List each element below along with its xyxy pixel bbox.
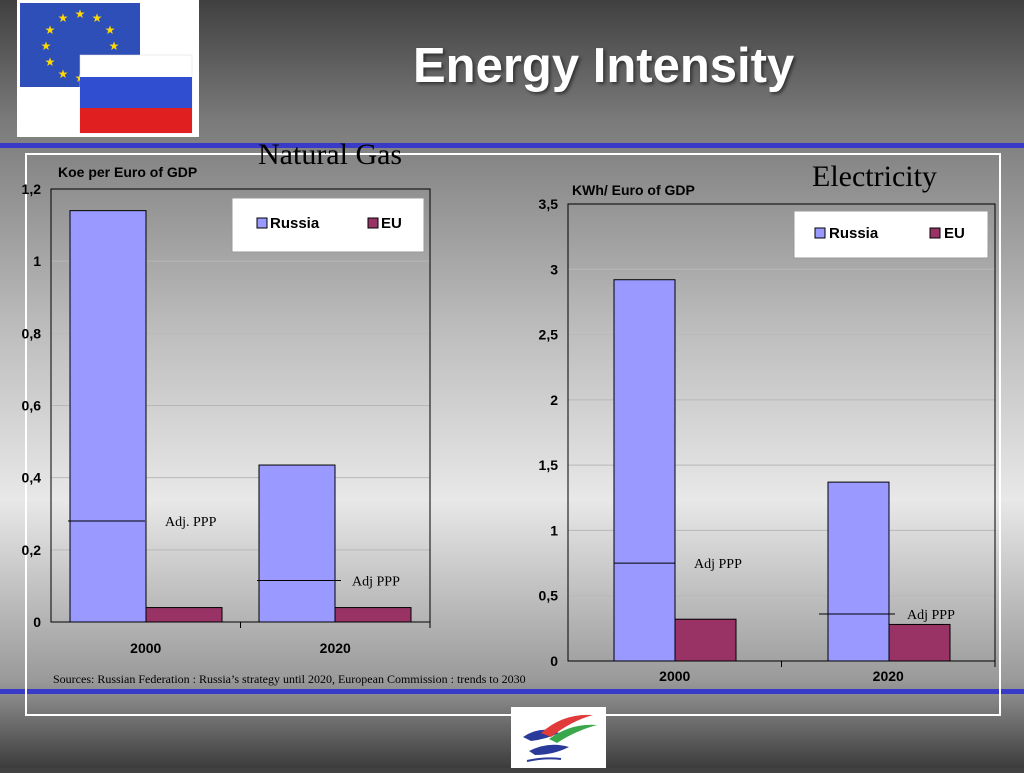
electricity-bar-eu-2020 (888, 623, 951, 662)
svg-text:★: ★ (45, 55, 56, 69)
gas-bar-russia-2000 (69, 210, 147, 623)
gas-y-tick-label: 0,6 (22, 398, 42, 414)
gas-bar-russia-2020 (258, 464, 336, 623)
gas-y-tick-label: 0 (33, 614, 41, 630)
gas-y-tick-label: 0,4 (22, 470, 42, 486)
electricity-legend (793, 210, 989, 259)
gas-x-tick-label: 2000 (130, 640, 161, 656)
electricity-y-tick-label: 0,5 (539, 588, 559, 604)
gas-bar-eu-2020 (334, 607, 412, 623)
gas-legend-label-russia: Russia (270, 215, 320, 232)
svg-text:★: ★ (75, 7, 86, 21)
electricity-y-tick-label: 2,5 (539, 327, 559, 343)
electricity-legend-label-eu: EU (944, 225, 965, 242)
electricity-y-tick-label: 3 (550, 261, 558, 277)
gas-y-tick-label: 1,2 (22, 181, 42, 197)
electricity-legend-label-russia: Russia (829, 225, 879, 242)
svg-text:★: ★ (105, 23, 116, 37)
electricity-x-tick-label: 2020 (873, 668, 904, 684)
electricity-y-tick-label: 2 (550, 392, 558, 408)
electricity-bar-russia-2020 (827, 481, 890, 662)
electricity-adj-ppp-label: Adj PPP (694, 557, 742, 572)
gas-y-tick-label: 0,8 (22, 325, 42, 341)
sources-note: Sources: Russian Federation : Russia’s s… (53, 672, 526, 686)
gas-chart-title: Natural Gas (258, 138, 403, 171)
gas-y-axis-label: Koe per Euro of GDP (58, 164, 198, 180)
gas-legend-swatch-russia (256, 217, 268, 229)
svg-text:★: ★ (109, 39, 120, 53)
gas-bar-eu-2000 (145, 607, 223, 623)
gas-y-tick-label: 1 (33, 253, 41, 269)
svg-text:★: ★ (41, 39, 52, 53)
electricity-chart: 0 0,5 1 1,5 2 2,5 3 3,5 2000 2020 Adj PPP Adj PPP Ru… (539, 196, 996, 684)
eu-russia-flags-logo: ★★★ ★★★ ★★★ ★★★ (17, 0, 199, 137)
svg-text:★: ★ (92, 11, 103, 25)
top-divider (0, 143, 1024, 148)
electricity-y-tick-label: 3,5 (539, 196, 559, 212)
dialogue-logo (511, 707, 606, 768)
gas-plot-border (50, 188, 431, 623)
logo-graphic (523, 714, 597, 762)
electricity-plot-border (567, 203, 996, 662)
electricity-chart-title: Electricity (812, 160, 937, 193)
electricity-legend-swatch-russia (814, 227, 826, 239)
natural-gas-chart: 0 0,2 0,4 0,6 0,8 1 1,2 2000 2020 Adj. PPP Adj PPP… (22, 181, 431, 656)
electricity-y-tick-label: 1 (550, 522, 558, 538)
gas-x-tick-label: 2020 (320, 640, 351, 656)
gas-legend-label-eu: EU (381, 215, 402, 232)
electricity-y-axis-label: KWh/ Euro of GDP (572, 182, 695, 198)
slide-title: Energy Intensity (413, 39, 795, 93)
gas-y-tick-label: 0,2 (22, 542, 42, 558)
electricity-bar-eu-2000 (674, 618, 737, 662)
electricity-legend-swatch-eu (929, 227, 941, 239)
electricity-adj-ppp-label: Adj PPP (907, 608, 955, 623)
svg-text:★: ★ (45, 23, 56, 37)
gas-adj-ppp-label: Adj. PPP (165, 515, 217, 530)
electricity-y-tick-label: 1,5 (539, 457, 559, 473)
gas-legend-swatch-eu (367, 217, 379, 229)
electricity-y-tick-label: 0 (550, 653, 558, 669)
bottom-divider (0, 689, 1024, 694)
electricity-x-tick-label: 2000 (659, 668, 690, 684)
gas-adj-ppp-label: Adj PPP (352, 575, 400, 590)
svg-text:★: ★ (58, 11, 69, 25)
svg-text:★: ★ (58, 67, 69, 81)
electricity-bar-russia-2000 (613, 279, 676, 662)
flags-graphic: ★★★ ★★★ ★★★ ★★★ (20, 3, 193, 134)
